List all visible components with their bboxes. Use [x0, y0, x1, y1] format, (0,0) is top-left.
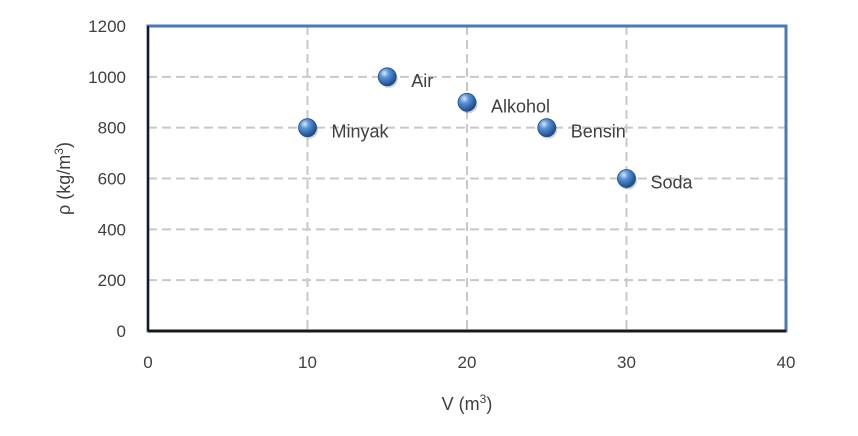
data-points [298, 67, 637, 190]
data-label: Alkohol [491, 96, 550, 116]
data-label: Air [411, 71, 433, 91]
point-labels: Minyak Air Alkohol Bensin Soda [332, 71, 694, 193]
grid-layer [148, 26, 786, 331]
x-tick-label: 20 [458, 353, 477, 372]
data-point [377, 67, 397, 87]
data-label: Soda [651, 173, 694, 193]
x-tick-label: 40 [777, 353, 796, 372]
data-point [537, 118, 557, 138]
y-tick-label: 1200 [88, 17, 126, 36]
tick-labels: 0 200 400 600 800 1000 1200 0 10 20 30 40 [88, 17, 795, 372]
axis-titles: V (m3) ρ (kg/m3) [52, 142, 492, 414]
x-tick-label: 30 [617, 353, 636, 372]
y-axis-title: ρ (kg/m3) [52, 142, 74, 215]
data-point [457, 92, 477, 112]
data-label: Minyak [332, 122, 390, 142]
x-tick-label: 10 [298, 353, 317, 372]
y-tick-label: 200 [98, 271, 126, 290]
data-point [617, 169, 636, 188]
y-tick-label: 400 [98, 220, 126, 239]
y-tick-label: 600 [98, 170, 126, 189]
x-axis-title: V (m3) [442, 392, 493, 414]
y-tick-label: 800 [98, 119, 126, 138]
x-tick-label: 0 [143, 353, 152, 372]
y-tick-label: 0 [117, 322, 126, 341]
y-tick-label: 1000 [88, 68, 126, 87]
plot-frame [146, 24, 788, 333]
data-label: Bensin [571, 122, 626, 142]
data-point [298, 118, 317, 138]
